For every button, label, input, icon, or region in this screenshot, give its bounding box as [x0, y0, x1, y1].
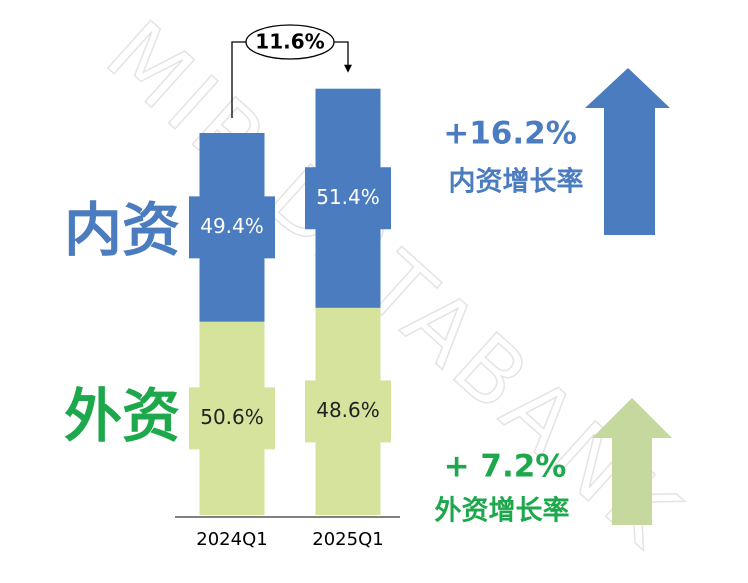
growth-annotation: +16.2% — [443, 116, 577, 152]
label-box — [189, 387, 275, 450]
growth-caption: 外资增长率 — [435, 495, 570, 527]
value-label: 48.6% — [316, 398, 380, 422]
label-box — [189, 196, 275, 259]
up-arrow — [585, 68, 670, 235]
series-label: 内资 — [64, 196, 180, 264]
value-label: 50.6% — [200, 405, 264, 429]
label-box — [305, 380, 391, 443]
label-box — [305, 167, 391, 230]
growth-bubble — [245, 24, 335, 60]
x-tick-label: 2024Q1 — [196, 529, 267, 550]
up-arrow — [592, 398, 672, 525]
x-tick-label: 2025Q1 — [312, 529, 383, 550]
value-label: 49.4% — [200, 214, 264, 238]
value-label: 51.4% — [316, 185, 380, 209]
growth-caption: 内资增长率 — [449, 166, 584, 198]
growth-annotation: + 7.2% — [444, 449, 567, 485]
growth-label: 11.6% — [255, 30, 324, 54]
series-label: 外资 — [64, 382, 180, 450]
